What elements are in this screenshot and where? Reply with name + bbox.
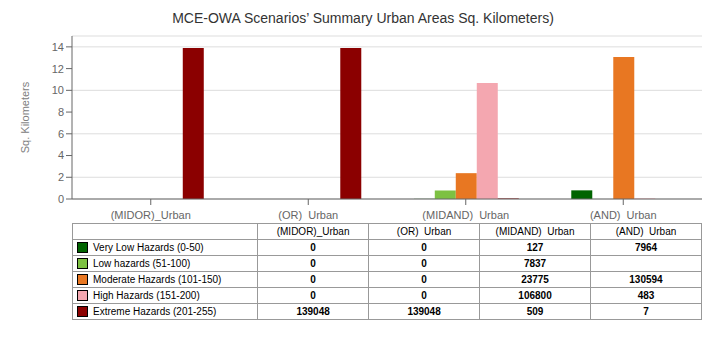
html-text:7837: 7837 bbox=[523, 257, 547, 269]
svg-text:4: 4 bbox=[58, 149, 64, 161]
html-text:0: 0 bbox=[310, 241, 316, 253]
html-text:130594: 130594 bbox=[629, 273, 663, 285]
html-text:7964: 7964 bbox=[634, 241, 658, 253]
html-text:483: 483 bbox=[637, 289, 655, 301]
html-text:Very Low Hazards (0-50): Very Low Hazards (0-50) bbox=[93, 241, 204, 253]
html-text:(MIDOR)_Urban: (MIDOR)_Urban bbox=[276, 225, 350, 237]
svg-text:10: 10 bbox=[52, 84, 64, 96]
svg-text:8: 8 bbox=[58, 106, 64, 118]
html-text:0: 0 bbox=[310, 257, 316, 269]
html-text:139048: 139048 bbox=[296, 305, 330, 317]
html-text:Low hazards (51-100): Low hazards (51-100) bbox=[93, 257, 191, 269]
html-text:23775: 23775 bbox=[521, 273, 549, 285]
html-text:127: 127 bbox=[526, 241, 544, 253]
svg-text:6: 6 bbox=[58, 128, 64, 140]
html-text:0: 0 bbox=[421, 273, 427, 285]
svg-text:(MIDAND) Urban: (MIDAND) Urban bbox=[422, 209, 509, 221]
html-text:0: 0 bbox=[421, 289, 427, 301]
html-text:MCE-OWA Scenarios’ Summary Urb: MCE-OWA Scenarios’ Summary Urban Areas S… bbox=[172, 10, 554, 26]
html-text:106800: 106800 bbox=[518, 289, 552, 301]
html-text:0: 0 bbox=[421, 257, 427, 269]
html-text:Extreme Hazards (201-255): Extreme Hazards (201-255) bbox=[93, 305, 217, 317]
html-text:(MIDAND) Urban: (MIDAND) Urban bbox=[495, 225, 575, 237]
html-text:(AND) Urban: (AND) Urban bbox=[615, 225, 677, 237]
html-text:139048: 139048 bbox=[407, 305, 441, 317]
html-text:0: 0 bbox=[421, 241, 427, 253]
svg-text:Sq. Kilometers: Sq. Kilometers bbox=[19, 81, 31, 153]
html-text:509: 509 bbox=[526, 305, 544, 317]
svg-text:0: 0 bbox=[58, 193, 64, 205]
html-text:(OR) Urban: (OR) Urban bbox=[396, 225, 452, 237]
html-text:Moderate Hazards (101-150): Moderate Hazards (101-150) bbox=[93, 273, 222, 285]
html-text:7: 7 bbox=[643, 305, 649, 317]
html-text:0: 0 bbox=[310, 289, 316, 301]
svg-text:12: 12 bbox=[52, 63, 64, 75]
html-text:0: 0 bbox=[310, 273, 316, 285]
svg-text:(OR) Urban: (OR) Urban bbox=[278, 209, 338, 221]
html-text:High Hazards (151-200): High Hazards (151-200) bbox=[93, 289, 200, 301]
svg-text:(MIDOR)_Urban: (MIDOR)_Urban bbox=[111, 209, 191, 221]
svg-text:14: 14 bbox=[52, 41, 64, 53]
svg-text:2: 2 bbox=[58, 171, 64, 183]
svg-text:(AND) Urban: (AND) Urban bbox=[590, 209, 657, 221]
